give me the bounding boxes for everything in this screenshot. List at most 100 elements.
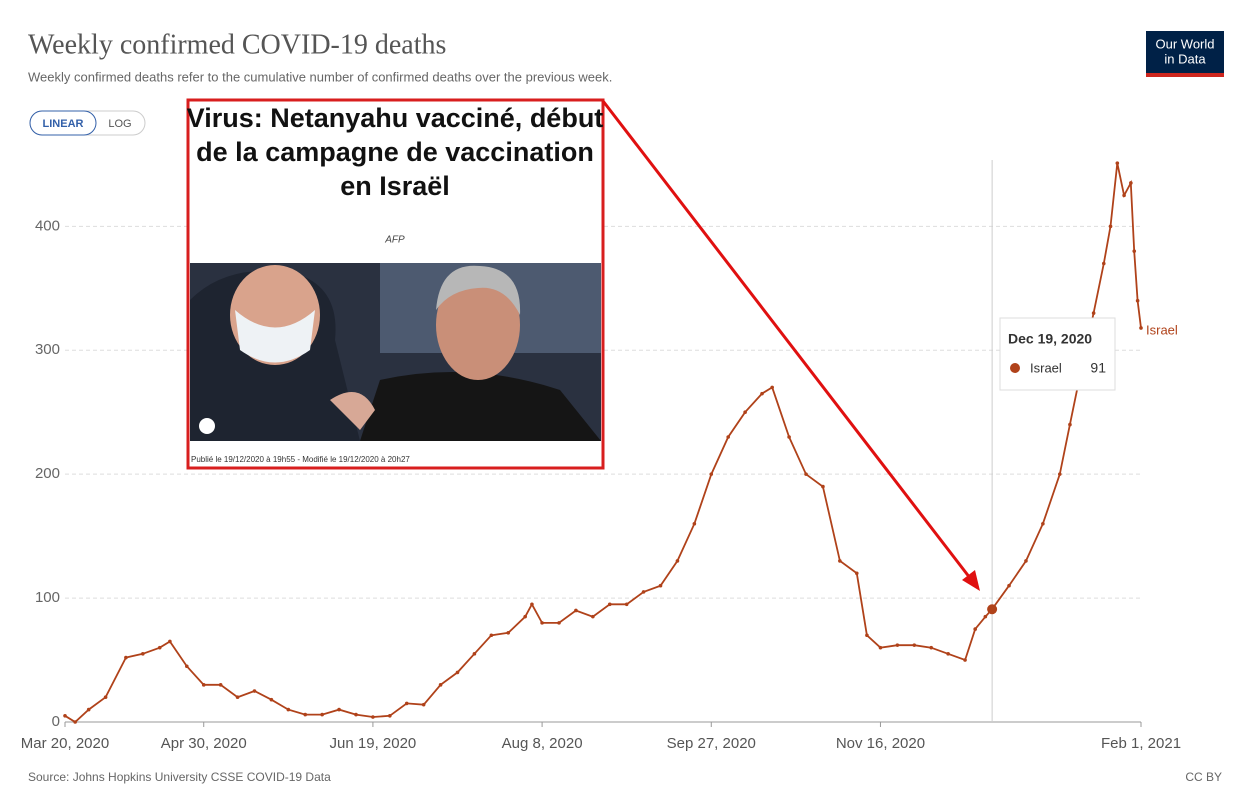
- point: [1041, 521, 1045, 526]
- logo-bar: [1146, 73, 1224, 77]
- point: [73, 720, 77, 724]
- article-published: Publié le 19/12/2020 à 19h55 - Modifié l…: [191, 455, 410, 464]
- annotation-arrow: [601, 100, 980, 591]
- license: CC BY: [1185, 770, 1222, 784]
- point: [658, 583, 663, 588]
- point: [804, 472, 808, 476]
- point: [1057, 472, 1062, 476]
- point: [854, 571, 859, 576]
- point: [269, 697, 274, 702]
- point: [770, 385, 774, 390]
- log-button[interactable]: LOG: [108, 118, 131, 130]
- source: Source: Johns Hopkins University CSSE CO…: [28, 770, 331, 784]
- point: [489, 633, 494, 638]
- point: [591, 614, 595, 619]
- point: [540, 621, 544, 625]
- point: [404, 701, 409, 706]
- point: [1129, 181, 1133, 185]
- y-tick-label: 200: [35, 465, 60, 482]
- point: [1068, 422, 1072, 427]
- point: [141, 652, 145, 656]
- point: [726, 435, 730, 439]
- point: [787, 435, 791, 439]
- y-tick-label: 100: [35, 589, 60, 606]
- point: [103, 695, 108, 700]
- point: [557, 621, 561, 625]
- point: [675, 559, 680, 563]
- article-agency: AFP: [384, 235, 405, 246]
- point: [624, 602, 629, 607]
- logo-text: Our World: [1156, 36, 1215, 51]
- chart-subtitle: Weekly confirmed deaths refer to the cum…: [28, 69, 612, 84]
- article-overlay: Virus: Netanyahu vacciné, début de la ca…: [186, 98, 605, 470]
- linear-label[interactable]: LINEAR: [43, 118, 84, 130]
- point: [607, 602, 612, 607]
- y-tick-label: 400: [35, 217, 60, 234]
- article-title: Virus: Netanyahu vacciné, début: [187, 103, 604, 133]
- tooltip-date: Dec 19, 2020: [1008, 331, 1092, 347]
- point: [743, 410, 747, 415]
- point: [1091, 311, 1096, 315]
- logo-text: in Data: [1164, 51, 1206, 66]
- point: [878, 645, 883, 650]
- point: [1108, 224, 1113, 229]
- x-tick-label: Nov 16, 2020: [836, 735, 925, 752]
- article-title: en Israël: [340, 171, 450, 201]
- article-title: de la campagne de vaccination: [196, 137, 594, 167]
- tooltip-box: [999, 317, 1116, 391]
- y-tick-label: 300: [35, 341, 60, 358]
- x-tick-label: Sep 27, 2020: [667, 735, 756, 752]
- point: [1024, 559, 1028, 563]
- plot: 0 100 200 300 400 Mar 20, 2020 Apr 30, 2020 Jun…: [21, 160, 1181, 752]
- tooltip-value: 91: [1090, 360, 1106, 376]
- point: [692, 521, 697, 526]
- point: [574, 608, 578, 613]
- point: [455, 670, 460, 675]
- point: [506, 630, 511, 635]
- point: [472, 652, 477, 656]
- point: [303, 712, 308, 717]
- x-tick-label: Aug 8, 2020: [502, 735, 583, 752]
- point: [218, 683, 223, 687]
- point: [912, 643, 917, 647]
- point: [337, 707, 341, 712]
- x-tick-label: Apr 30, 2020: [161, 735, 247, 752]
- x-tick-label: Jun 19, 2020: [330, 735, 417, 752]
- point: [201, 683, 206, 687]
- point: [838, 559, 842, 563]
- point: [895, 643, 900, 647]
- point: [865, 633, 869, 638]
- point: [973, 627, 978, 631]
- point: [1115, 161, 1120, 165]
- point: [252, 689, 257, 693]
- point: [185, 664, 189, 669]
- point: [641, 590, 646, 594]
- tooltip-series: Israel: [1030, 360, 1062, 375]
- series-label: Israel: [1146, 322, 1178, 337]
- point: [530, 602, 534, 607]
- point: [1139, 326, 1143, 330]
- point: [963, 658, 967, 662]
- x-tick-label: Feb 1, 2021: [1101, 735, 1181, 752]
- point: [1007, 583, 1011, 588]
- linear-button[interactable]: [29, 110, 97, 136]
- point: [235, 695, 240, 700]
- point: [286, 707, 291, 712]
- point: [709, 472, 714, 476]
- point: [983, 614, 988, 619]
- point: [388, 714, 392, 718]
- arrow-line: [601, 100, 972, 579]
- point: [523, 614, 527, 619]
- tooltip: Dec 19, 2020 Israel 91: [999, 317, 1116, 391]
- point: [929, 645, 934, 650]
- chart-title: Weekly confirmed COVID-19 deaths: [28, 29, 446, 60]
- y-tick-label: 0: [52, 713, 60, 730]
- point: [438, 683, 443, 687]
- point: [1122, 193, 1126, 198]
- point: [157, 645, 162, 650]
- point: [946, 652, 950, 656]
- point: [63, 714, 67, 718]
- article-photo: [190, 263, 601, 441]
- point: [86, 707, 91, 712]
